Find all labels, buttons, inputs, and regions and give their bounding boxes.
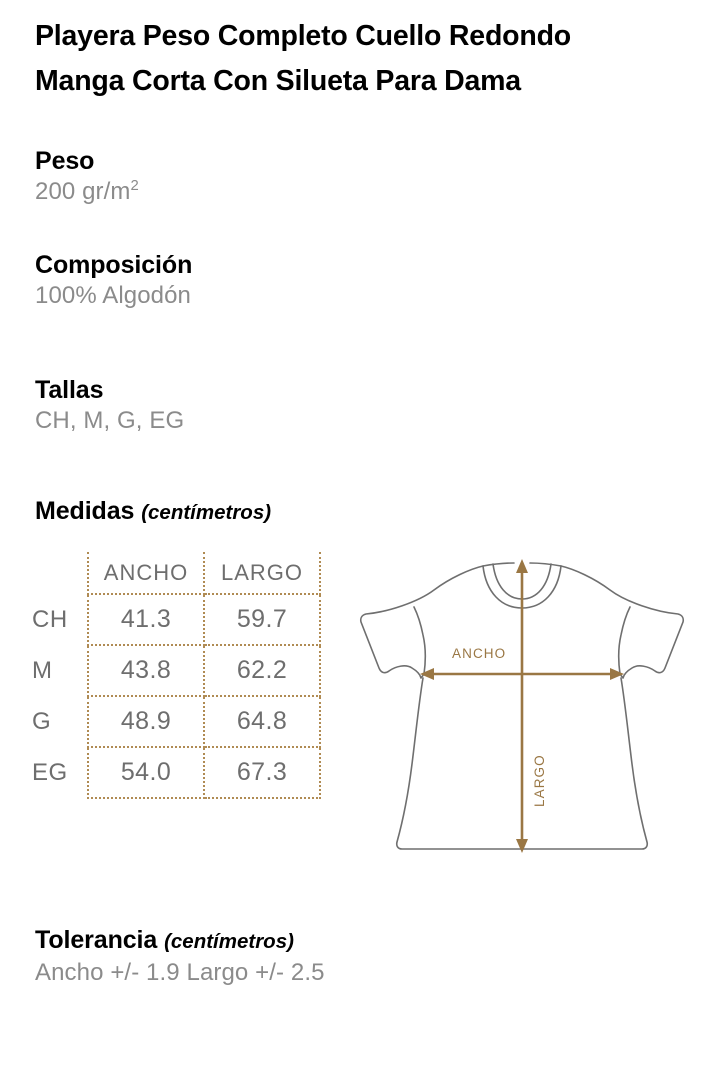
arrow-head-down [516,839,528,853]
row-size-label-g: G [32,707,52,735]
size-measurements-table: ANCHO LARGO CH 41.3 59.7 M 43.8 62.2 G 4… [28,552,328,804]
table-corner-header [28,552,88,594]
spec-medidas-label: Medidas (centímetros) [35,496,635,528]
arrow-heads [420,559,624,853]
spec-composicion: Composición 100% Algodón [35,250,635,312]
spec-medidas-unit-note: (centímetros) [141,501,272,524]
spec-medidas: Medidas (centímetros) [35,496,635,528]
spec-peso-value: 200 gr/m2 [35,176,635,208]
spec-composicion-value: 100% Algodón [35,282,192,309]
spec-tolerancia-label: Tolerancia (centímetros) [35,925,635,957]
spec-peso-value-exponent: 2 [130,178,139,194]
shirt-measurement-diagram: ANCHO LARGO [352,552,692,860]
width-dimension-label: ANCHO [452,646,506,661]
cell-g-largo: 64.8 [203,696,321,748]
cell-ch-largo: 59.7 [203,594,321,646]
spec-peso: Peso 200 gr/m2 [35,146,635,208]
row-size-label-eg: EG [32,758,68,786]
spec-tolerancia-value: Ancho +/- 1.9 Largo +/- 2.5 [35,959,325,986]
row-size-label-ch: CH [32,605,68,633]
spec-tolerancia-label-text: Tolerancia [35,926,158,954]
spec-medidas-label-text: Medidas [35,497,135,525]
page-title: Playera Peso Completo Cuello Redondo Man… [35,14,695,104]
cell-eg-ancho: 54.0 [87,747,205,799]
cell-ch-ancho: 41.3 [87,594,205,646]
arrow-head-left [420,668,434,680]
arrow-head-right [610,668,624,680]
page-title-line-1: Playera Peso Completo Cuello Redondo [35,20,571,52]
spec-peso-label: Peso [35,147,95,175]
spec-tallas-value: CH, M, G, EG [35,407,185,434]
spec-peso-value-number: 200 gr/m [35,178,131,205]
table-row: EG 54.0 67.3 [28,747,321,799]
cell-m-largo: 62.2 [203,645,321,697]
table-row: M 43.8 62.2 [28,645,321,697]
cell-g-ancho: 48.9 [87,696,205,748]
arrow-head-up [516,559,528,573]
column-header-ancho: ANCHO [87,552,205,595]
table-row: CH 41.3 59.7 [28,594,321,646]
table-row: G 48.9 64.8 [28,696,321,748]
spec-tolerancia-unit-note: (centímetros) [164,930,294,953]
page-title-line-2: Manga Corta Con Silueta Para Dama [35,65,521,97]
spec-composicion-label: Composición [35,251,193,279]
row-size-label-m: M [32,656,53,684]
column-header-largo: LARGO [203,552,321,595]
cell-eg-largo: 67.3 [203,747,321,799]
table-header-row: ANCHO LARGO [28,552,321,595]
spec-tolerancia: Tolerancia (centímetros) Ancho +/- 1.9 L… [35,925,635,989]
length-dimension-label: LARGO [532,754,547,807]
spec-tallas: Tallas CH, M, G, EG [35,375,635,437]
measurement-arrows [426,564,618,848]
cell-m-ancho: 43.8 [87,645,205,697]
spec-tallas-label: Tallas [35,376,104,404]
